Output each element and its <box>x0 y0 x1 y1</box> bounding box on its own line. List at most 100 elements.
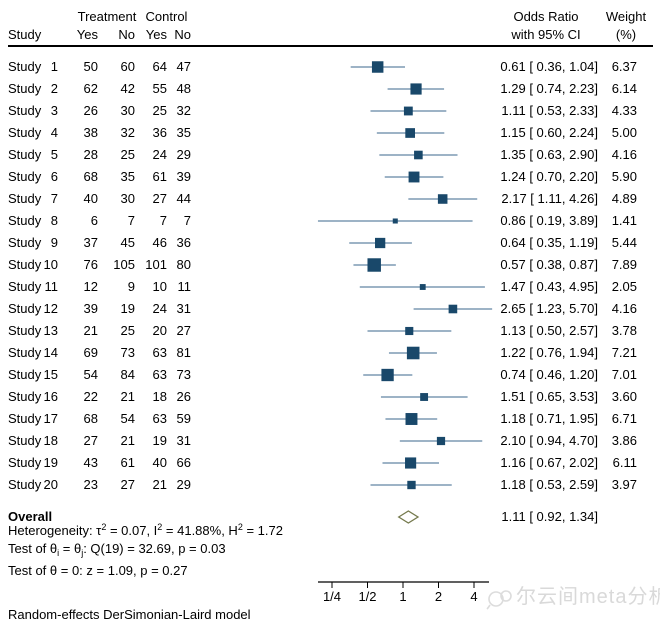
control-yes-count: 19 <box>152 433 167 448</box>
weight-value: 6.14 <box>611 81 637 96</box>
study-label: Study <box>8 169 42 184</box>
study-label: Study <box>8 411 42 426</box>
stat-segment: : Q(19) = 32.69, p = 0.03 <box>83 541 226 556</box>
control-yes-count: 7 <box>159 213 167 228</box>
test-theta-zero-stats: Test of θ = 0: z = 1.09, p = 0.27 <box>8 560 188 582</box>
treatment-no-count: 27 <box>120 477 135 492</box>
weight-value: 3.97 <box>611 477 637 492</box>
control-no-count: 29 <box>176 147 191 162</box>
weight-value: 3.78 <box>611 323 637 338</box>
control-yes-count: 24 <box>152 147 167 162</box>
treatment-yes-count: 26 <box>83 103 98 118</box>
treatment-no-count: 61 <box>120 455 135 470</box>
axis-tick-label: 1 <box>399 589 406 604</box>
control-no-count: 36 <box>176 235 191 250</box>
weight-value: 1.41 <box>611 213 637 228</box>
study-column-header: Study <box>8 27 42 42</box>
axis-tick-label: 1/4 <box>323 589 341 604</box>
control-yes-count: 21 <box>152 477 167 492</box>
study-label: Study <box>8 389 42 404</box>
weight-value: 6.37 <box>611 59 637 74</box>
control-no-count: 81 <box>176 345 191 360</box>
treatment-yes-count: 37 <box>83 235 98 250</box>
weight-value: 7.21 <box>611 345 637 360</box>
treatment-yes-count: 50 <box>83 59 98 74</box>
odds-ratio-header-line2: with 95% CI <box>511 27 581 42</box>
study-label: Study <box>8 213 42 228</box>
control-no-count: 80 <box>176 257 191 272</box>
control-no-count: 32 <box>176 103 191 118</box>
or-ci-value: 2.17 [ 1.11, 4.26] <box>501 191 598 206</box>
control-no-count: 59 <box>176 411 191 426</box>
control-yes-count: 63 <box>152 367 167 382</box>
study-number: 1 <box>50 59 58 74</box>
treatment-yes-count: 28 <box>83 147 98 162</box>
control-yes-count: 63 <box>152 345 167 360</box>
or-marker <box>403 106 413 116</box>
control-no-count: 31 <box>176 301 191 316</box>
weight-value: 3.60 <box>611 389 637 404</box>
treatment-yes-count: 22 <box>83 389 98 404</box>
study-number: 10 <box>43 257 58 272</box>
or-marker <box>381 368 394 382</box>
or-marker <box>405 413 418 425</box>
or-ci-value: 0.57 [ 0.38, 0.87] <box>500 257 598 272</box>
treatment-no-header: No <box>118 27 135 42</box>
treatment-yes-count: 54 <box>83 367 98 382</box>
weight-header-line1: Weight <box>605 9 647 24</box>
study-number: 7 <box>50 191 58 206</box>
or-ci-value: 1.51 [ 0.65, 3.53] <box>500 389 598 404</box>
stat-segment: 2 <box>157 522 163 532</box>
treatment-no-count: 54 <box>120 411 135 426</box>
treatment-no-count: 19 <box>120 301 135 316</box>
axis-tick-label: 1/2 <box>358 589 376 604</box>
treatment-no-count: 60 <box>120 59 135 74</box>
heterogeneity-stats: Heterogeneity: τ2 = 0.07, I2 = 41.88%, H… <box>8 516 283 538</box>
study-number: 11 <box>44 279 59 294</box>
test-theta-ij-stats: Test of θi = θj: Q(19) = 32.69, p = 0.03 <box>8 538 226 560</box>
study-number: 14 <box>43 345 58 360</box>
stat-segment: Heterogeneity: τ <box>8 523 102 538</box>
study-label: Study <box>8 367 42 382</box>
control-no-count: 29 <box>176 477 191 492</box>
control-no-count: 73 <box>176 367 191 382</box>
treatment-yes-count: 12 <box>83 279 98 294</box>
treatment-column-header: Treatment <box>77 9 137 24</box>
weight-value: 5.90 <box>611 169 637 184</box>
or-ci-value: 1.11 [ 0.53, 2.33] <box>501 103 598 118</box>
study-number: 2 <box>50 81 58 96</box>
treatment-no-count: 7 <box>127 213 135 228</box>
weight-value: 5.00 <box>611 125 637 140</box>
or-ci-value: 1.29 [ 0.74, 2.23] <box>500 81 598 96</box>
study-label: Study <box>8 59 42 74</box>
stat-segment: Test of θ <box>8 541 58 556</box>
or-marker <box>375 237 386 249</box>
study-number: 17 <box>43 411 58 426</box>
treatment-yes-count: 21 <box>83 323 98 338</box>
or-marker <box>414 150 423 160</box>
or-marker <box>367 258 381 272</box>
control-yes-count: 27 <box>152 191 167 206</box>
weight-value: 6.11 <box>612 455 637 470</box>
study-label: Study <box>8 323 42 338</box>
stat-segment: i <box>57 548 60 558</box>
study-label: Study <box>8 235 42 250</box>
odds-ratio-header-line1: Odds Ratio <box>513 9 579 24</box>
study-label: Study <box>8 455 42 470</box>
control-no-count: 48 <box>176 81 191 96</box>
overall-or-ci-value: 1.11 [ 0.92, 1.34] <box>501 509 598 524</box>
study-number: 20 <box>43 477 58 492</box>
or-marker <box>406 346 420 360</box>
control-yes-count: 64 <box>152 59 167 74</box>
treatment-yes-count: 68 <box>83 169 98 184</box>
control-yes-count: 101 <box>145 257 167 272</box>
treatment-no-count: 105 <box>113 257 135 272</box>
or-ci-value: 1.47 [ 0.43, 4.95] <box>500 279 598 294</box>
overall-diamond <box>397 510 420 524</box>
study-number: 15 <box>43 367 58 382</box>
control-no-count: 44 <box>176 191 191 206</box>
study-number: 19 <box>43 455 58 470</box>
study-label: Study <box>8 147 42 162</box>
or-ci-value: 1.16 [ 0.67, 2.02] <box>500 455 598 470</box>
or-marker <box>419 284 426 290</box>
